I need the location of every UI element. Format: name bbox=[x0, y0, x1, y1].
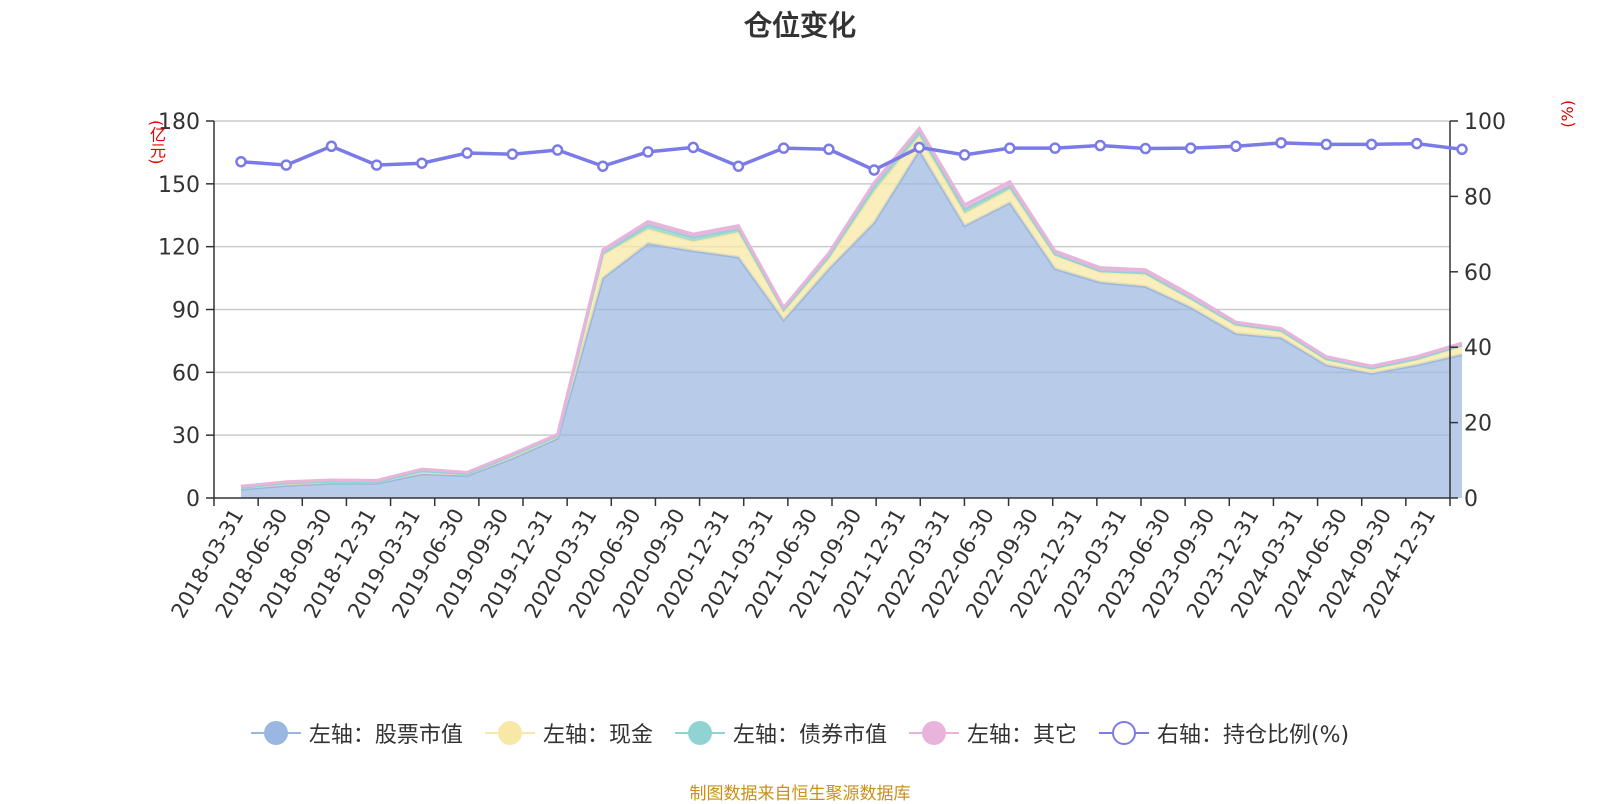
left-tick-label: 120 bbox=[158, 236, 200, 261]
ratio-point bbox=[325, 140, 338, 153]
ratio-series-line bbox=[240, 141, 1463, 172]
ratio-point bbox=[1049, 142, 1061, 154]
legend-swatch-icon bbox=[674, 721, 725, 745]
legend-item-2[interactable]: 左轴：现金 bbox=[484, 717, 653, 749]
right-tick-label: 100 bbox=[1464, 110, 1506, 135]
ratio-point bbox=[1139, 142, 1152, 155]
right-tick-label: 20 bbox=[1464, 412, 1492, 437]
ratio-point bbox=[732, 160, 745, 172]
ratio-point bbox=[1094, 139, 1106, 152]
ratio-point bbox=[1184, 142, 1197, 154]
stacked-areas bbox=[240, 125, 1463, 499]
legend-label: 左轴：其它 bbox=[966, 723, 1077, 748]
ratio-point bbox=[370, 159, 383, 171]
ratio-point bbox=[868, 164, 880, 176]
ratio-line bbox=[235, 137, 1468, 176]
data-source-note: 制图数据来自恒生聚源数据库 bbox=[689, 784, 911, 804]
ratio-point bbox=[1411, 137, 1423, 150]
legend-item-3[interactable]: 左轴：债券市值 bbox=[674, 717, 887, 749]
legend-swatch-icon bbox=[250, 721, 301, 745]
legend-swatch-icon bbox=[484, 721, 535, 745]
legend: 左轴：股票市值 左轴：现金 左轴：债券市值 左轴：其它 右轴：持仓比例(%) bbox=[0, 717, 1600, 749]
ratio-point bbox=[416, 157, 428, 169]
left-axis-unit: (亿元) bbox=[147, 120, 166, 165]
right-tick-label: 60 bbox=[1464, 261, 1492, 286]
left-tick-label: 60 bbox=[172, 361, 200, 386]
legend-item-5[interactable]: 右轴：持仓比例(%) bbox=[1098, 717, 1350, 749]
legend-label: 右轴：持仓比例(%) bbox=[1156, 723, 1350, 748]
legend-swatch-icon bbox=[1098, 721, 1149, 745]
ratio-point bbox=[1456, 143, 1468, 156]
ratio-point bbox=[1004, 142, 1016, 154]
ratio-point bbox=[642, 146, 654, 158]
left-tick-label: 180 bbox=[158, 110, 200, 135]
right-tick-label: 0 bbox=[1464, 487, 1478, 512]
ratio-point bbox=[1365, 138, 1378, 151]
ratio-point bbox=[1275, 137, 1287, 149]
ratio-point bbox=[461, 147, 473, 159]
ratio-point bbox=[823, 143, 835, 156]
legend-label: 左轴：现金 bbox=[542, 723, 653, 748]
ratio-point bbox=[551, 144, 564, 156]
ratio-point bbox=[913, 141, 926, 154]
left-tick-label: 30 bbox=[172, 424, 200, 449]
area-1 bbox=[241, 150, 1462, 499]
ratio-point bbox=[235, 155, 247, 168]
ratio-point bbox=[1230, 140, 1242, 153]
ratio-point bbox=[687, 141, 699, 154]
ratio-point bbox=[1320, 138, 1333, 151]
left-tick-label: 0 bbox=[186, 487, 200, 512]
chart-plot: 03060901201501800204060801002018-03-3120… bbox=[158, 110, 1506, 622]
right-tick-label: 80 bbox=[1464, 185, 1492, 210]
left-tick-label: 90 bbox=[172, 299, 200, 324]
legend-item-1[interactable]: 左轴：股票市值 bbox=[250, 717, 463, 749]
right-tick-label: 40 bbox=[1464, 336, 1492, 361]
legend-label: 左轴：债券市值 bbox=[732, 723, 887, 748]
left-tick-label: 150 bbox=[158, 173, 200, 198]
area-edge-4 bbox=[240, 125, 1463, 488]
ratio-point bbox=[597, 160, 609, 172]
ratio-point bbox=[280, 159, 292, 171]
legend-swatch-icon bbox=[908, 721, 959, 745]
chart-title: 仓位变化 bbox=[743, 9, 856, 42]
ratio-point bbox=[777, 142, 790, 154]
legend-label: 左轴：股票市值 bbox=[308, 723, 463, 748]
ratio-point bbox=[958, 149, 971, 161]
ratio-point bbox=[506, 148, 519, 160]
legend-item-4[interactable]: 左轴：其它 bbox=[908, 717, 1077, 749]
right-axis-unit: (%) bbox=[1558, 100, 1577, 128]
